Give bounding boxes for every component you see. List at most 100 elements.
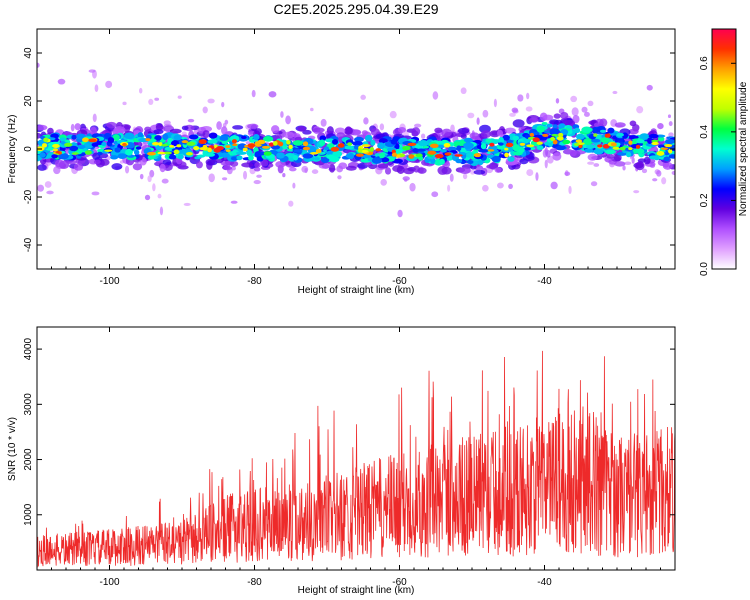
spectrogram-cell bbox=[526, 144, 535, 148]
spectrogram-cell bbox=[379, 123, 385, 131]
spectrogram-cell bbox=[498, 137, 504, 144]
colorbar-ticks: 0.0 0.2 0.4 0.6 bbox=[699, 28, 737, 276]
spectrogram-cell bbox=[647, 137, 653, 144]
spectrogram-cell bbox=[177, 154, 184, 160]
spectrogram-cell bbox=[507, 156, 515, 162]
spectrogram-cell bbox=[147, 154, 155, 160]
spectrogram-cell bbox=[455, 158, 463, 164]
spectrogram-cell bbox=[147, 175, 152, 183]
spectrogram-cell bbox=[124, 165, 130, 174]
spectrogram-cell bbox=[478, 149, 489, 153]
x-tick-label: -100 bbox=[99, 276, 119, 287]
spectrogram-cell bbox=[71, 152, 79, 155]
spectrogram-cell bbox=[407, 142, 417, 146]
spectrogram-cell bbox=[361, 130, 368, 136]
spectrogram-cell bbox=[353, 129, 362, 135]
spectrogram-cell bbox=[371, 157, 383, 164]
spectrogram-cell bbox=[583, 111, 590, 117]
snr-y-label: SNR (10 * v/v) bbox=[7, 417, 18, 481]
spectrogram-cell bbox=[93, 159, 101, 165]
spectrogram-cell bbox=[529, 132, 534, 137]
spectrogram-cell bbox=[482, 184, 489, 192]
spectrogram-cell bbox=[272, 140, 278, 146]
spectrogram-cell bbox=[97, 151, 103, 156]
spectrogram-cell bbox=[282, 173, 286, 178]
spectrogram-cell bbox=[247, 143, 256, 148]
spectrogram-cell bbox=[328, 163, 336, 173]
spectrogram-cell bbox=[70, 123, 75, 132]
spectrogram-cell bbox=[60, 141, 66, 145]
spectrogram-cell bbox=[263, 151, 272, 156]
spectrogram-cell bbox=[59, 137, 66, 142]
spectrogram-cell bbox=[411, 127, 421, 136]
spectrogram-cell bbox=[526, 92, 530, 100]
spectrogram-cell bbox=[641, 168, 648, 174]
spectrogram-cell bbox=[512, 135, 520, 141]
spectrogram-cell bbox=[321, 157, 330, 163]
spectrogram-cell bbox=[593, 133, 598, 137]
spectrogram-cell bbox=[570, 95, 578, 103]
spectrogram-cell bbox=[243, 170, 248, 180]
spectrogram-cell bbox=[46, 190, 54, 195]
spectrogram-cell bbox=[667, 114, 671, 119]
spectrogram-cell bbox=[310, 107, 314, 112]
spectrogram-cell bbox=[355, 153, 364, 157]
spectrogram-cell bbox=[64, 142, 73, 147]
spectrogram-cell bbox=[354, 136, 364, 143]
spectrogram-cell bbox=[329, 156, 340, 163]
spectrogram-cell bbox=[202, 130, 210, 139]
spectrogram-cell bbox=[105, 80, 113, 89]
spectrogram-cell bbox=[432, 91, 439, 100]
spectrogram-cell bbox=[606, 133, 611, 138]
spectrogram-cell bbox=[199, 147, 208, 151]
spectrogram-cell bbox=[459, 166, 471, 175]
spectrogram-cell bbox=[552, 139, 558, 145]
spectrogram-cell bbox=[144, 126, 152, 132]
spectrogram-cell bbox=[429, 143, 439, 148]
spectrogram-cell bbox=[628, 147, 633, 151]
spectrogram-cell bbox=[449, 173, 454, 182]
spectrogram-cell bbox=[430, 158, 436, 164]
spectrogram-panel: -100 -80 -60 -40 -40 -20 0 20 40 Height of stra… bbox=[7, 28, 676, 296]
spectrogram-cell bbox=[107, 136, 115, 144]
spectrogram-cell bbox=[225, 145, 231, 149]
spectrogram-cell bbox=[614, 122, 626, 128]
spectrogram-cell bbox=[635, 161, 645, 171]
spectrogram-cell bbox=[497, 182, 504, 189]
spectrogram-cell bbox=[221, 101, 225, 108]
spectrogram-cell bbox=[152, 142, 160, 146]
spectrogram-cell bbox=[668, 148, 673, 154]
spectrogram-cell bbox=[628, 135, 639, 140]
spectrogram-cell bbox=[467, 112, 475, 119]
spectrogram-cell bbox=[511, 107, 519, 113]
spectrogram-cell bbox=[197, 154, 206, 158]
spectrogram-cell bbox=[77, 144, 86, 150]
spectrogram-cell bbox=[542, 114, 554, 121]
spectrogram-cell bbox=[310, 151, 319, 155]
spectrogram-cell bbox=[671, 170, 675, 176]
spectrogram-cell bbox=[313, 157, 320, 161]
spectrogram-cell bbox=[486, 164, 497, 169]
spectrogram-cell bbox=[414, 123, 422, 128]
spectrogram-cell bbox=[403, 167, 415, 175]
spectrogram-cell bbox=[111, 163, 123, 171]
x-tick-label: -60 bbox=[392, 276, 407, 287]
spectrogram-cell bbox=[470, 164, 477, 170]
spectrogram-cell bbox=[219, 135, 229, 141]
spectrogram-cell bbox=[416, 148, 426, 152]
spectrogram-cell bbox=[624, 161, 632, 165]
spectrogram-cell bbox=[568, 185, 572, 195]
spectrogram-cell bbox=[91, 191, 100, 196]
spectrogram-cell bbox=[52, 148, 59, 152]
spectrogram-cell bbox=[253, 180, 261, 185]
spectrogram-cell bbox=[456, 145, 462, 152]
spectrogram-cell bbox=[139, 173, 144, 180]
spectrogram-cell bbox=[439, 158, 445, 165]
snr-x-label: Height of straight line (km) bbox=[298, 585, 415, 596]
colorbar-frame bbox=[711, 28, 737, 270]
spectrogram-cell bbox=[193, 146, 200, 151]
spectrogram-cell bbox=[235, 151, 247, 155]
spectrogram-cell bbox=[153, 129, 164, 135]
spectrogram-cell bbox=[664, 144, 673, 147]
y-tick-label: -40 bbox=[23, 237, 34, 252]
